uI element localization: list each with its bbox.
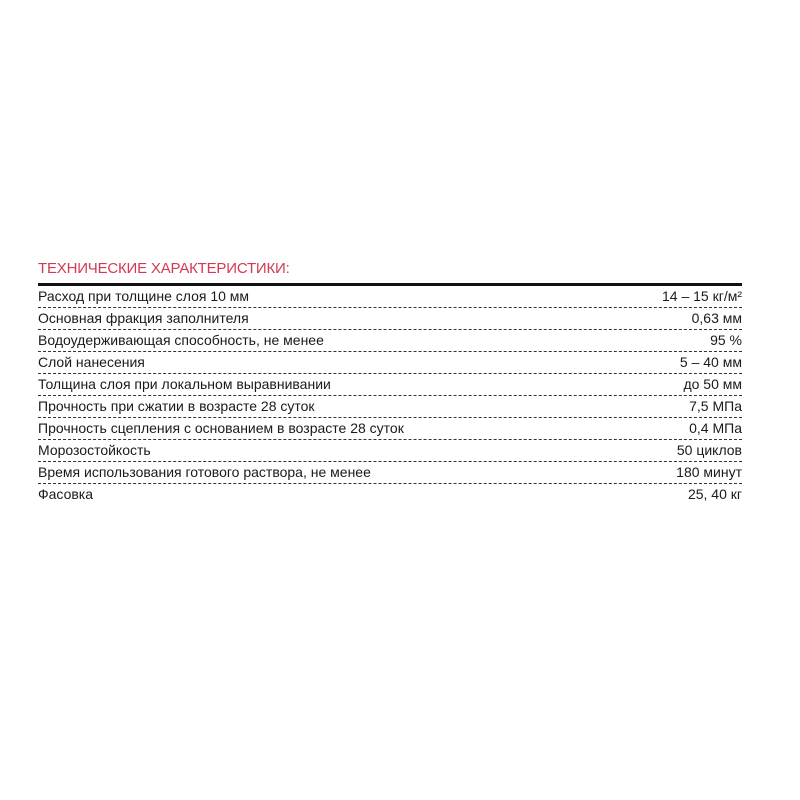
- spec-label: Фасовка: [38, 486, 94, 502]
- spec-row: Водоудерживающая способность, не менее 95…: [38, 330, 742, 352]
- title-divider: [38, 283, 742, 286]
- spec-row: Слой нанесения 5 – 40 мм: [38, 352, 742, 374]
- spec-label: Расход при толщине слоя 10 мм: [38, 288, 250, 304]
- spec-row: Расход при толщине слоя 10 мм 14 – 15 кг/…: [38, 286, 742, 308]
- spec-value: 95 %: [710, 332, 742, 348]
- spec-label: Водоудерживающая способность, не менее: [38, 332, 324, 348]
- spec-label: Морозостойкость: [38, 442, 151, 458]
- specifications-table: ТЕХНИЧЕСКИЕ ХАРАКТЕРИСТИКИ: Расход при т…: [38, 259, 742, 505]
- spec-value: 7,5 МПа: [689, 398, 742, 414]
- spec-value: 25, 40 кг: [687, 486, 742, 502]
- spec-value: до 50 мм: [683, 376, 742, 392]
- spec-value: 0,4 МПа: [689, 420, 742, 436]
- spec-value: 0,63 мм: [691, 310, 742, 326]
- spec-row: Морозостойкость 50 циклов: [38, 440, 742, 462]
- spec-row: Прочность сцепления с основанием в возра…: [38, 418, 742, 440]
- section-title: ТЕХНИЧЕСКИЕ ХАРАКТЕРИСТИКИ:: [38, 260, 290, 277]
- spec-row: Толщина слоя при локальном выравнивании д…: [38, 374, 742, 396]
- spec-rows: Расход при толщине слоя 10 мм 14 – 15 кг/…: [38, 286, 742, 505]
- spec-row: Время использования готового раствора, н…: [38, 462, 742, 484]
- spec-row: Фасовка 25, 40 кг: [38, 484, 742, 505]
- spec-label: Прочность сцепления с основанием в возра…: [38, 420, 404, 436]
- spec-value: 14 – 15 кг/м²: [661, 288, 742, 304]
- spec-label: Время использования готового раствора, н…: [38, 464, 371, 480]
- spec-value: 180 минут: [676, 464, 742, 480]
- spec-label: Основная фракция заполнителя: [38, 310, 249, 326]
- spec-row: Основная фракция заполнителя 0,63 мм: [38, 308, 742, 330]
- spec-label: Прочность при сжатии в возрасте 28 суток: [38, 398, 315, 414]
- spec-label: Толщина слоя при локальном выравнивании: [38, 376, 331, 392]
- spec-value: 50 циклов: [676, 442, 742, 458]
- spec-row: Прочность при сжатии в возрасте 28 суток…: [38, 396, 742, 418]
- spec-value: 5 – 40 мм: [679, 354, 742, 370]
- spec-label: Слой нанесения: [38, 354, 145, 370]
